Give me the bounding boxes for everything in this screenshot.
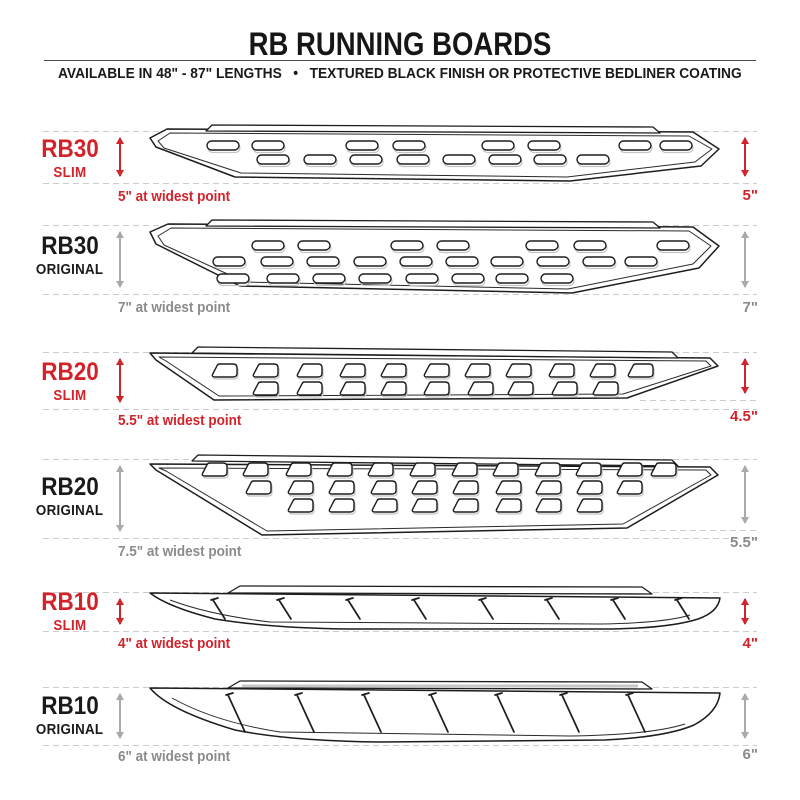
board-drawing-rb20-slim — [149, 346, 719, 401]
board-drawing-rb30-original — [149, 219, 720, 294]
height-arrow-left — [114, 594, 126, 629]
height-label: 6" — [742, 746, 758, 763]
board-drawing-rb10-slim — [149, 585, 721, 630]
dimension-dashline-bottom — [43, 538, 757, 539]
height-arrow-left — [114, 354, 126, 407]
height-label: 5.5" — [730, 534, 758, 551]
title-underline — [44, 60, 756, 61]
page-subtitle: AVAILABLE IN 48" - 87" LENGTHS • TEXTURE… — [58, 66, 742, 82]
width-note: 6" at widest point — [118, 748, 231, 765]
dimension-dashline-right — [640, 400, 758, 401]
width-note: 7.5" at widest point — [118, 543, 242, 560]
height-arrow-left — [114, 227, 126, 292]
width-note: 4" at widest point — [118, 635, 231, 652]
width-note: 5" at widest point — [118, 188, 231, 205]
height-arrow-left — [114, 461, 126, 536]
model-label-rb10-original: RB10 ORIGINAL — [36, 692, 104, 738]
height-label: 4" — [742, 635, 758, 652]
height-label: 7" — [742, 299, 758, 316]
board-drawing-rb10-original — [149, 680, 721, 743]
height-arrow-right — [739, 133, 751, 181]
dimension-dashline-right — [640, 530, 758, 531]
height-arrow-right — [739, 354, 751, 398]
height-arrow-right — [739, 227, 751, 292]
model-label-rb10-slim: RB10 SLIM — [41, 588, 99, 634]
dimension-dashline-bottom — [43, 631, 757, 632]
board-drawing-rb20-original — [149, 454, 719, 536]
model-label-rb20-original: RB20 ORIGINAL — [36, 473, 104, 519]
height-arrow-right — [739, 594, 751, 629]
model-label-rb30-slim: RB30 SLIM — [41, 135, 99, 181]
dimension-dashline-bottom — [43, 294, 757, 295]
dimension-dashline-bottom — [43, 409, 757, 410]
dimension-dashline-bottom — [43, 183, 757, 184]
height-arrow-right — [739, 689, 751, 743]
height-arrow-right — [739, 461, 751, 528]
page-title: RB RUNNING BOARDS — [248, 26, 552, 62]
model-label-rb20-slim: RB20 SLIM — [41, 358, 99, 404]
height-label: 4.5" — [730, 408, 758, 425]
height-label: 5" — [742, 187, 758, 204]
dimension-dashline-bottom — [43, 745, 757, 746]
height-arrow-left — [114, 133, 126, 181]
width-note: 7" at widest point — [118, 299, 231, 316]
height-arrow-left — [114, 689, 126, 743]
width-note: 5.5" at widest point — [118, 412, 242, 429]
board-drawing-rb30-slim — [149, 124, 720, 182]
model-label-rb30-original: RB30 ORIGINAL — [36, 232, 104, 278]
